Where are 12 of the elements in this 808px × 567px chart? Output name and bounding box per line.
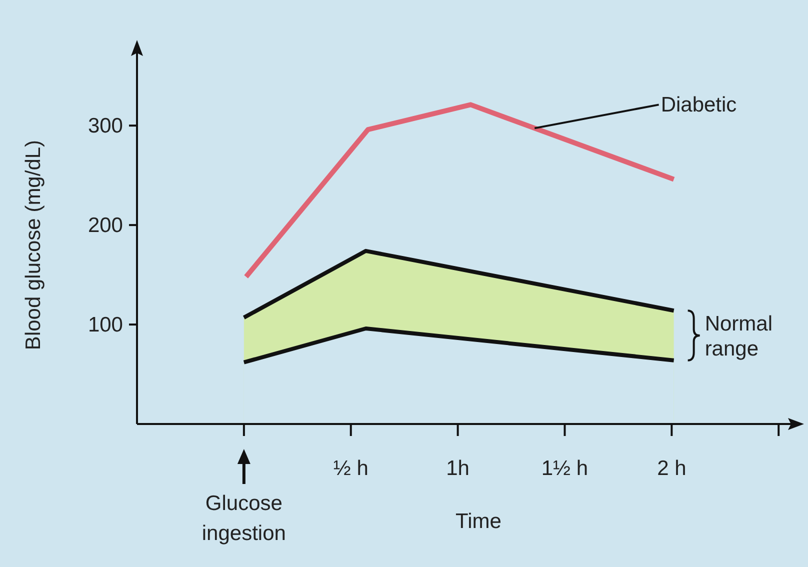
x-tick-label: ½ h [333, 457, 368, 480]
x-tick-label: 1h [446, 457, 470, 480]
y-tick-label: 200 [88, 214, 123, 238]
y-axis-title: Blood glucose (mg/dL) [22, 140, 45, 350]
text: Diabetic [660, 94, 737, 117]
text: Glucose ingestion [202, 492, 286, 545]
y-tick-label: 100 [88, 314, 123, 337]
legend-label: Normal range [704, 312, 773, 360]
x-axis-title: Time [456, 510, 502, 533]
x-tick-label: 2 h [657, 457, 686, 480]
x-tick-label: 1½ h [541, 457, 588, 480]
y-tick-label: 300 [88, 114, 123, 138]
